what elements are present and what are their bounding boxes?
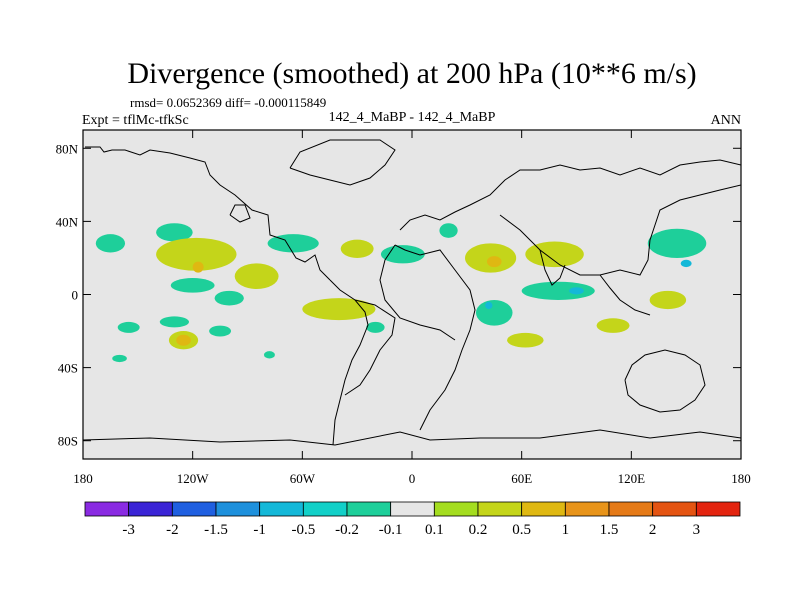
coastline-australia <box>624 349 706 413</box>
colorbar-swatch-0 <box>84 501 130 517</box>
colorbar-label-4: -0.5 <box>291 522 315 538</box>
contour-patch-30 <box>112 354 127 363</box>
colorbar-swatch-13 <box>652 501 697 517</box>
contour-patch-12 <box>486 256 502 268</box>
colorbar-swatch-10 <box>521 501 566 517</box>
y-tick-label-0: 80N <box>56 141 79 156</box>
y-tick-label-1: 40N <box>56 214 79 229</box>
contour-patch-18 <box>649 290 687 310</box>
contour-patch-8 <box>340 239 374 258</box>
contour-patch-22 <box>485 301 493 310</box>
coastline-outlines <box>83 139 741 446</box>
contour-patch-13 <box>525 241 584 268</box>
coastline-antarctica <box>83 429 741 446</box>
contour-patch-25 <box>117 321 140 333</box>
contour-patch-19 <box>302 298 376 321</box>
contour-patch-5 <box>234 263 279 290</box>
contour-patch-17 <box>680 259 692 268</box>
colorbar-label-9: 0.5 <box>512 522 531 538</box>
colorbar-swatch-14 <box>695 501 741 517</box>
x-tick-label-4: 60E <box>511 471 532 486</box>
contour-patch-21 <box>475 299 513 326</box>
chart-title: Divergence (smoothed) at 200 hPa (10**6 … <box>127 57 696 90</box>
x-tick-label-1: 120W <box>177 471 210 486</box>
x-tick-label-6: 180 <box>731 471 751 486</box>
colorbar-swatch-2 <box>171 501 217 517</box>
colorbar-swatch-11 <box>564 501 610 517</box>
coastline-europe <box>399 159 741 231</box>
colorbar-swatch-12 <box>608 501 654 517</box>
colorbar-swatch-1 <box>128 501 173 517</box>
x-tick-label-5: 120E <box>618 471 646 486</box>
colorbar-label-7: 0.1 <box>425 522 444 538</box>
colorbar-swatch-9 <box>477 501 523 517</box>
coastline-south-america-east <box>344 299 396 396</box>
contour-patch-15 <box>569 287 584 295</box>
y-tick-label-4: 80S <box>58 434 78 449</box>
colorbar-label-5: -0.2 <box>335 522 359 538</box>
contour-patch-23 <box>507 332 544 348</box>
colorbar: -3 -2 -1.5 -1 -0.5 -0.2 -0.1 0.1 0.2 0.5 1 1.5 2 3 <box>84 501 741 538</box>
coastline-north-america <box>85 146 331 281</box>
colorbar-swatch-3 <box>215 501 261 517</box>
colorbar-label-3: -1 <box>253 522 266 538</box>
coastline-se-asia <box>599 274 651 316</box>
colorbar-label-10: 1 <box>562 522 570 538</box>
coastline-india <box>539 249 566 286</box>
colorbar-swatch-5 <box>302 501 348 517</box>
colorbar-label-13: 3 <box>693 522 701 538</box>
colorbar-label-1: -2 <box>166 522 179 538</box>
colorbar-label-6: -0.1 <box>379 522 403 538</box>
contour-patch-26 <box>159 316 190 328</box>
coastline-greenland <box>289 139 396 186</box>
contour-patch-20 <box>366 321 385 333</box>
x-tick-label-0: 180 <box>73 471 93 486</box>
contour-patch-1 <box>156 223 193 242</box>
colorbar-label-11: 1.5 <box>600 522 619 538</box>
colorbar-swatch-4 <box>259 501 304 517</box>
coastline-africa <box>394 244 476 431</box>
coastline-south-america <box>329 279 369 446</box>
contour-patch-3 <box>192 261 204 273</box>
x-tick-label-2: 60W <box>290 471 316 486</box>
colorbar-swatch-7 <box>390 501 435 517</box>
y-tick-label-3: 40S <box>58 361 78 376</box>
y-axis: 80N 40N 0 40S 80S <box>56 141 741 449</box>
colorbar-label-12: 2 <box>649 522 657 538</box>
contour-patch-0 <box>95 234 126 253</box>
contour-patch-31 <box>263 351 275 359</box>
stats-label: rmsd= 0.0652369 diff= -0.000115849 <box>130 95 326 110</box>
colorbar-label-2: -1.5 <box>204 522 228 538</box>
contour-patch-14 <box>521 281 595 300</box>
coastline-africa-west <box>379 244 456 341</box>
contour-patch-29 <box>209 325 232 337</box>
contour-patch-28 <box>176 334 191 346</box>
contour-patch-6 <box>214 290 244 306</box>
x-tick-label-3: 0 <box>409 471 416 486</box>
y-tick-label-2: 0 <box>72 288 79 303</box>
case-label: 142_4_MaBP - 142_4_MaBP <box>329 110 496 125</box>
x-axis: 180 120W 60W 0 60E 120E 180 <box>73 130 751 486</box>
colorbar-swatch-6 <box>346 501 392 517</box>
colorbar-label-0: -3 <box>122 522 135 538</box>
contour-fill-layer <box>95 223 707 363</box>
colorbar-label-8: 0.2 <box>469 522 488 538</box>
contour-patch-2 <box>156 237 237 271</box>
contour-patch-24 <box>596 318 630 333</box>
coastline-asia <box>499 184 741 276</box>
contour-patch-16 <box>647 228 707 258</box>
experiment-label: Expt = tflMc-tfkSc <box>82 113 189 128</box>
contour-patch-10 <box>439 223 458 238</box>
plot-background <box>83 130 741 459</box>
contour-patch-4 <box>170 278 215 293</box>
colorbar-swatch-8 <box>433 501 479 517</box>
coastline-hudson <box>229 204 251 223</box>
season-label: ANN <box>711 113 741 128</box>
